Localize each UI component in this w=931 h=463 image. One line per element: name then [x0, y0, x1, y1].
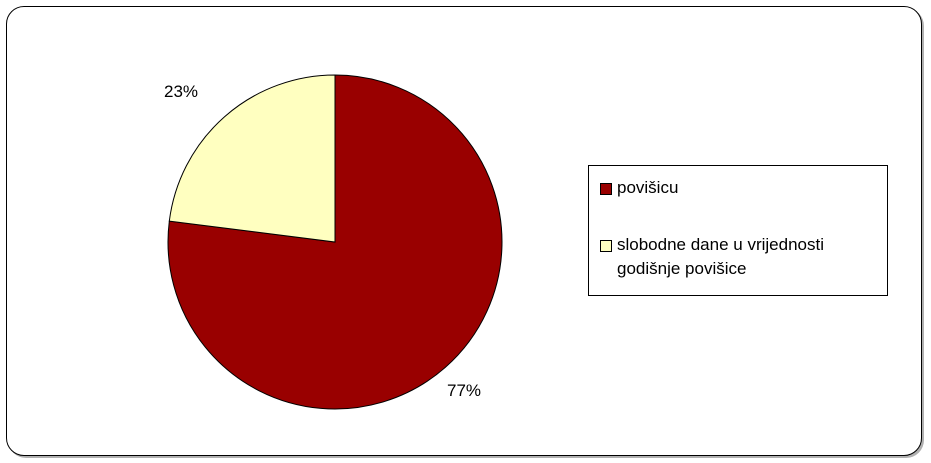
legend-entry-povisicu: povišicu: [600, 176, 887, 200]
data-label-slobodne-dane: 23%: [164, 82, 198, 101]
pie-slices: [167, 74, 503, 410]
legend: povišicu slobodne dane u vrijednosti god…: [588, 165, 888, 296]
legend-swatch-povisicu: [600, 183, 612, 195]
legend-swatch-slobodne-dane: [600, 240, 612, 252]
pie-slice-povisicu: [167, 74, 503, 410]
legend-label-povisicu: povišicu: [617, 178, 679, 197]
data-label-povisicu: 77%: [447, 381, 481, 400]
pie-slice-slobodne-dane: [168, 74, 336, 243]
legend-label-slobodne-dane: slobodne dane u vrijednosti godišnje pov…: [617, 235, 824, 278]
legend-entry-slobodne-dane: slobodne dane u vrijednosti godišnje pov…: [600, 233, 887, 281]
